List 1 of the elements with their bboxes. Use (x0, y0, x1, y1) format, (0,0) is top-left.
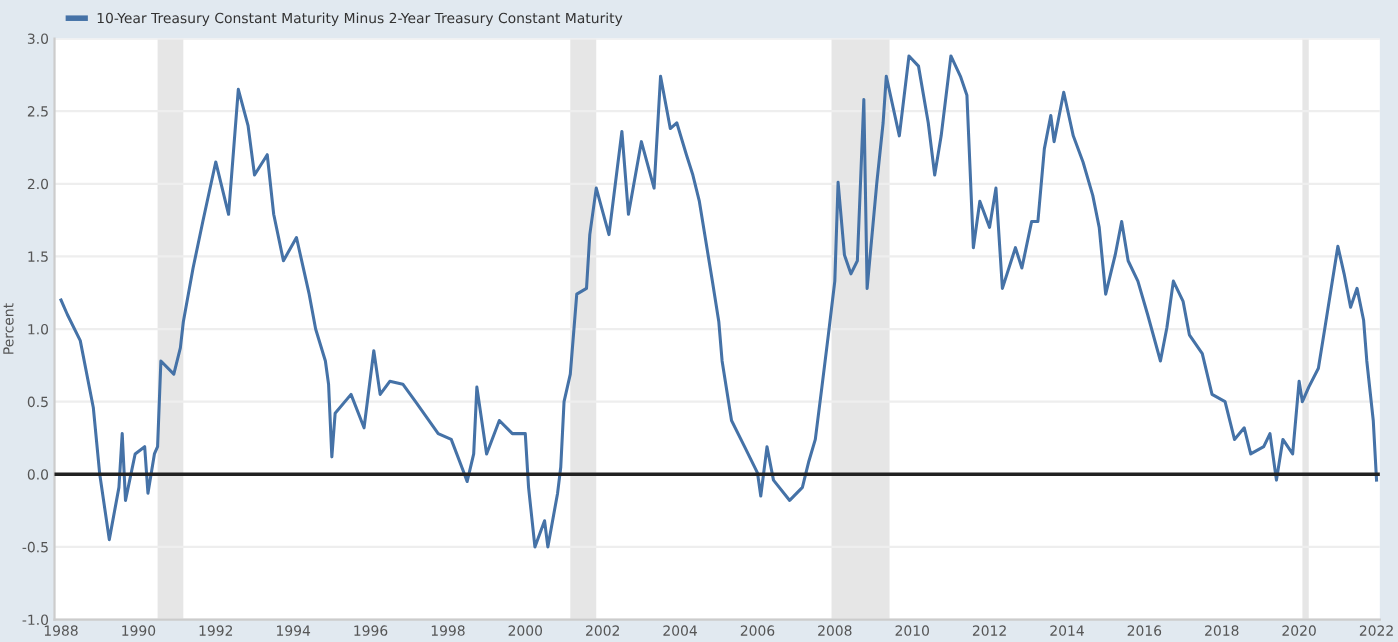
line-series (59, 54, 1379, 549)
